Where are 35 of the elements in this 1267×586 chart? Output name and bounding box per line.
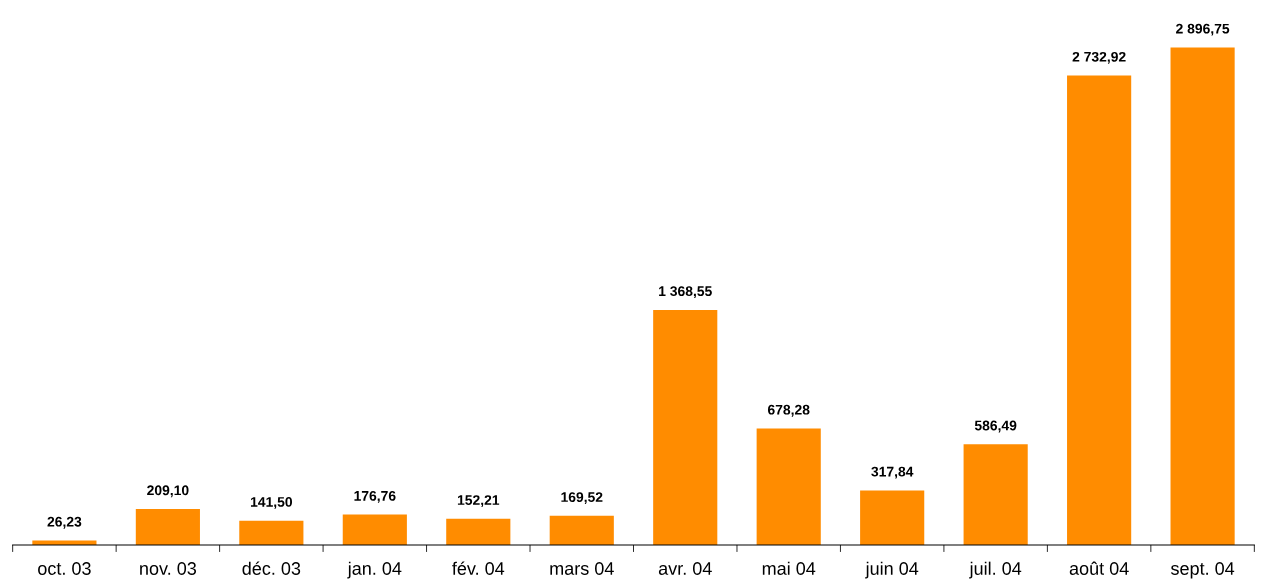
bar [1170, 47, 1235, 545]
data-label: 141,50 [250, 496, 293, 509]
data-label: 209,10 [147, 485, 189, 498]
data-label: 169,52 [561, 492, 603, 505]
x-tick-label: nov. 03 [140, 562, 197, 575]
x-tick-label: avr. 04 [658, 562, 712, 575]
data-label: 2 896,75 [1176, 23, 1230, 36]
bar [135, 509, 200, 545]
x-tick-label: déc. 03 [242, 561, 301, 575]
bar [549, 515, 614, 545]
x-tick-label: août 04 [1069, 561, 1129, 575]
data-label: 26,23 [47, 516, 82, 529]
x-tick-label: juin 04 [865, 561, 919, 579]
x-tick-label: jan. 04 [347, 561, 402, 579]
bar [653, 309, 718, 545]
x-tick-label: sept. 04 [1170, 562, 1235, 579]
bar [963, 444, 1028, 545]
x-tick-label: mai 04 [762, 561, 816, 575]
bar [342, 514, 407, 545]
data-label: 152,21 [457, 495, 500, 507]
data-label: 586,49 [974, 420, 1017, 433]
x-tick-label: fév. 04 [452, 561, 505, 575]
bar [446, 518, 511, 545]
data-label: 1 368,55 [659, 286, 712, 299]
bar [860, 490, 925, 545]
bar [1067, 75, 1132, 545]
x-tick-label: juil. 04 [969, 561, 1022, 579]
data-label: 2 732,92 [1072, 51, 1126, 64]
data-label: 176,76 [354, 490, 396, 503]
x-tick-label: mars 04 [550, 562, 614, 575]
bar [756, 428, 821, 545]
x-tick-label: oct. 03 [38, 562, 91, 575]
bar [239, 520, 304, 545]
data-label: 317,84 [871, 466, 914, 479]
data-label: 678,28 [767, 404, 810, 417]
